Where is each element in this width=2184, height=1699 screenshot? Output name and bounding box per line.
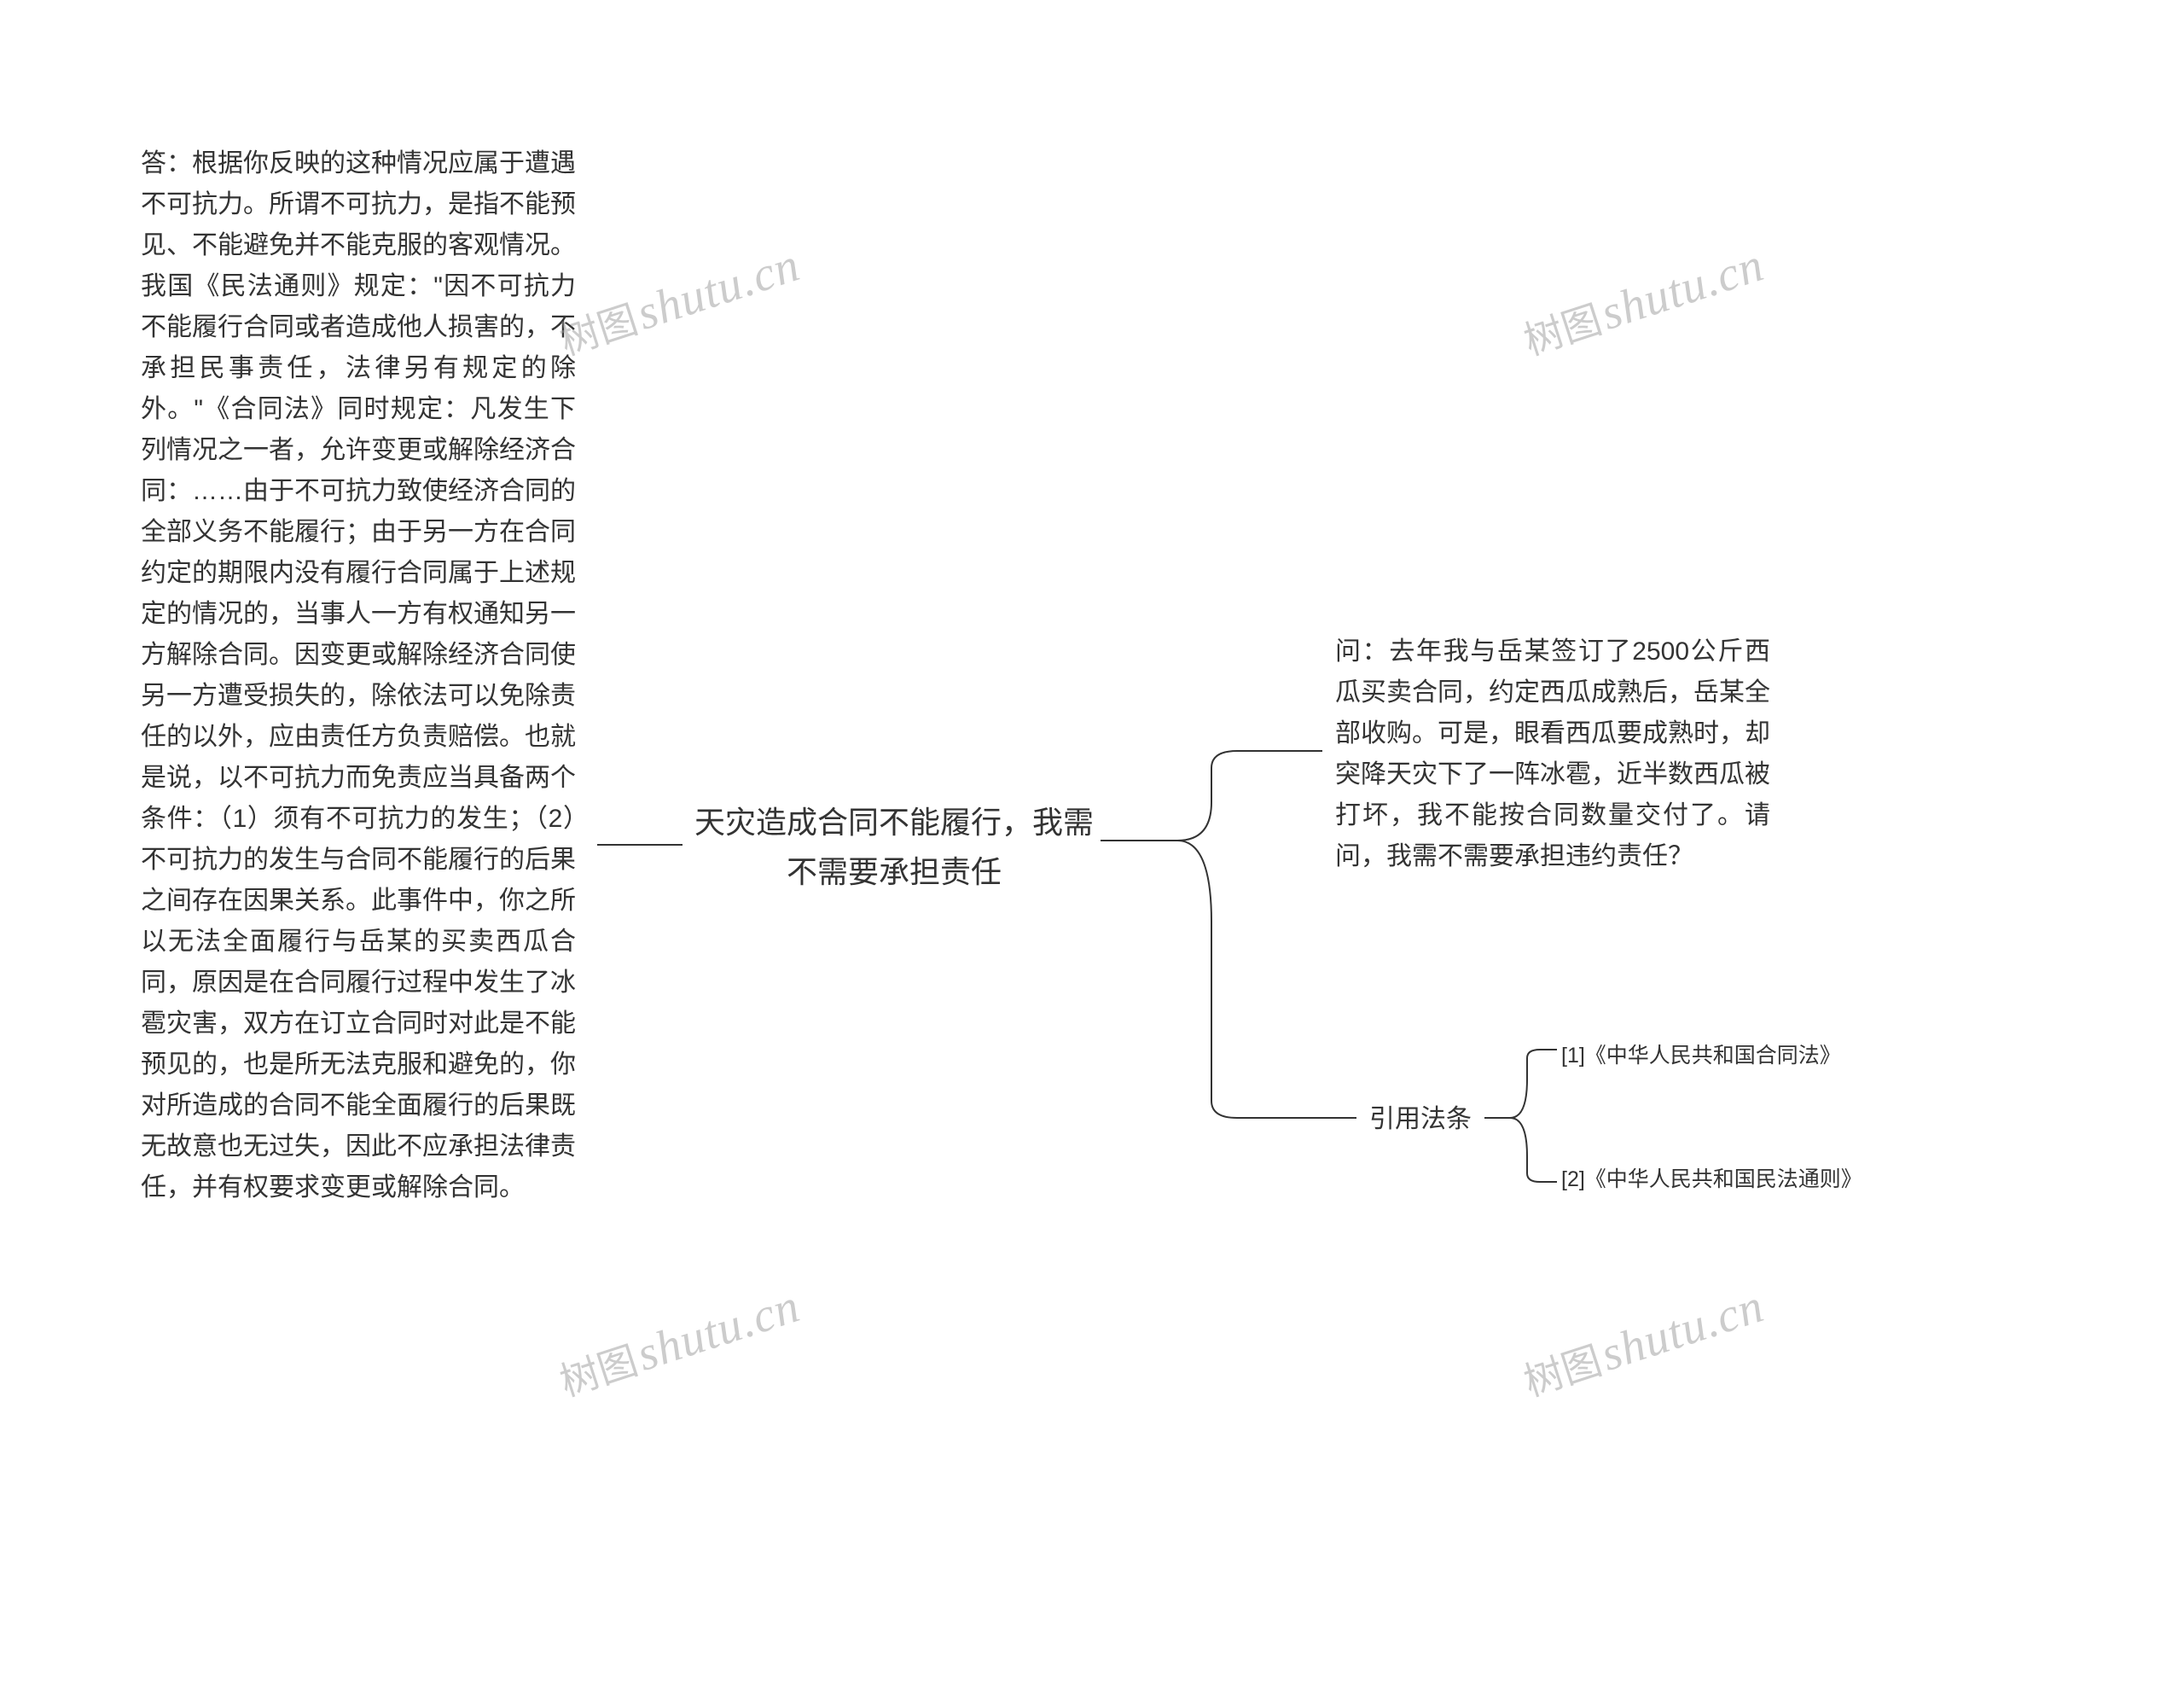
root-node: 天灾造成合同不能履行，我需不需要承担责任 bbox=[694, 798, 1095, 896]
connector-left bbox=[597, 832, 691, 858]
question-node: 问：去年我与岳某签订了2500公斤西瓜买卖合同，约定西瓜成熟后，岳某全部收购。可… bbox=[1335, 631, 1770, 877]
watermark-2: 树图 shutu.cn bbox=[1516, 236, 1770, 366]
watermark-url: shutu.cn bbox=[630, 1279, 806, 1382]
watermark-url: shutu.cn bbox=[1594, 1279, 1770, 1382]
citation-2: [2]《中华人民共和国民法通则》 bbox=[1561, 1162, 1862, 1196]
watermark-tree: 树图 bbox=[1519, 298, 1606, 364]
answer-node: 答：根据你反映的这种情况应属于遭遇不可抗力。所谓不可抗力，是指不能预见、不能避免… bbox=[141, 143, 576, 1208]
watermark-url: shutu.cn bbox=[630, 238, 806, 340]
watermark-tree: 树图 bbox=[555, 1339, 642, 1405]
citation-1: [1]《中华人民共和国合同法》 bbox=[1561, 1039, 1841, 1073]
watermark-3: 树图 shutu.cn bbox=[552, 1277, 806, 1407]
watermark-url: shutu.cn bbox=[1594, 238, 1770, 340]
connector-right-main bbox=[1101, 751, 1339, 1126]
watermark-1: 树图 shutu.cn bbox=[552, 236, 806, 366]
watermark-4: 树图 shutu.cn bbox=[1516, 1277, 1770, 1407]
connector-citations bbox=[1484, 1045, 1570, 1190]
citation-label: 引用法条 bbox=[1369, 1099, 1472, 1140]
watermark-tree: 树图 bbox=[1519, 1339, 1606, 1405]
